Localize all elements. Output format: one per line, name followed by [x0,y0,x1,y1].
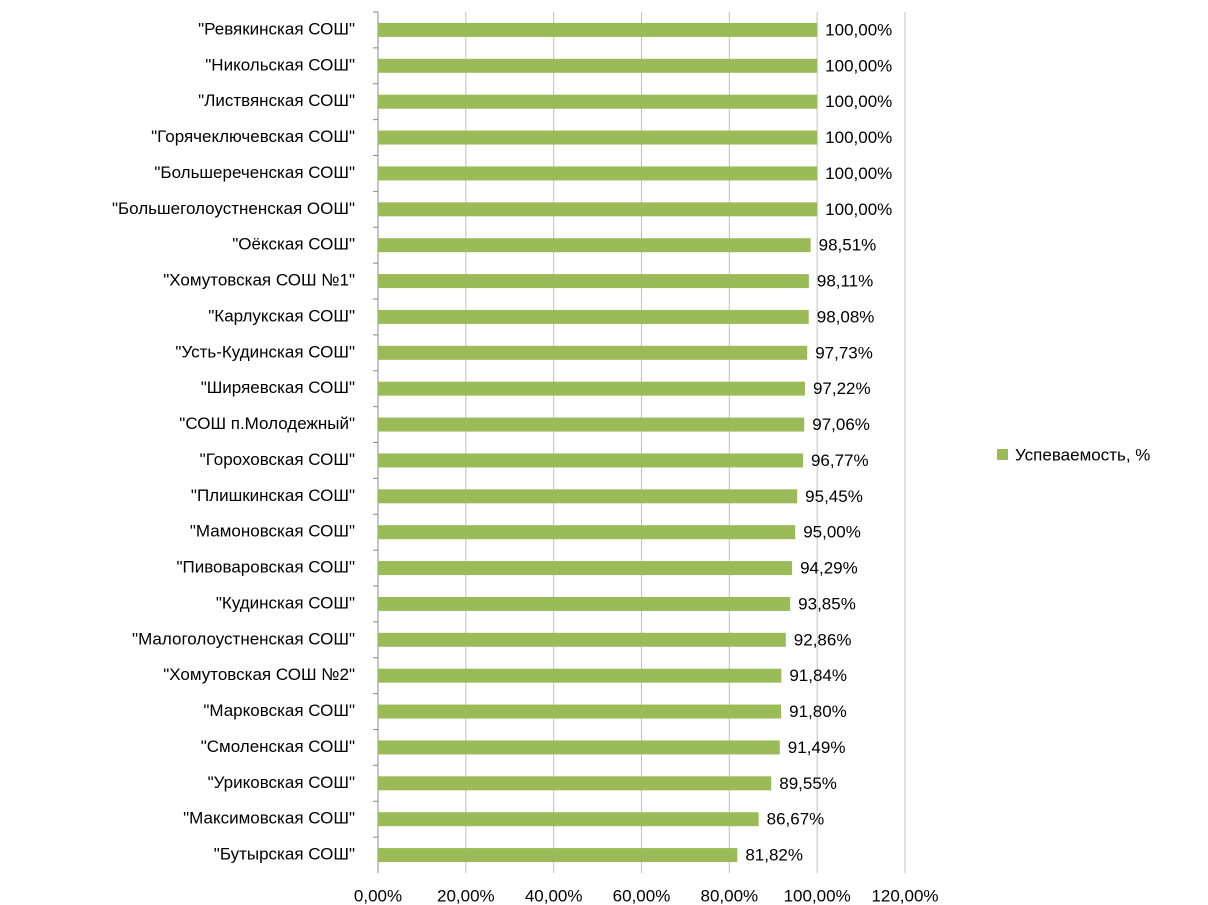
bar [378,632,786,647]
bar [378,58,818,73]
y-tick-label: "Плишкинская СОШ" [191,486,355,505]
y-tick-label: "Пивоваровская СОШ" [176,558,355,577]
data-label: 95,45% [805,487,863,506]
data-label: 97,73% [815,343,873,362]
data-label: 93,85% [798,594,856,613]
bar [378,848,738,863]
x-tick-label: 20,00% [437,886,495,905]
bar [378,489,798,504]
data-label: 94,29% [800,559,858,578]
data-label: 81,82% [745,846,803,865]
y-tick-label: "Оёкская СОШ" [232,235,355,254]
bar [378,776,772,791]
bar [378,704,782,719]
data-label: 91,49% [788,738,846,757]
bar [378,417,805,432]
data-label: 100,00% [825,200,892,219]
data-label: 91,80% [789,702,847,721]
bar [378,94,818,109]
data-label: 100,00% [825,92,892,111]
y-tick-label: "Марковская СОШ" [203,701,355,720]
data-label: 89,55% [779,774,837,793]
bar [378,309,809,324]
bar [378,130,818,145]
bar [378,668,782,683]
bar [378,740,780,755]
y-tick-label: "Бутырская СОШ" [214,845,355,864]
y-tick-label: "Карлукская СОШ" [208,306,355,325]
data-label: 91,84% [789,666,847,685]
x-tick-label: 40,00% [525,886,583,905]
data-label: 97,22% [813,379,871,398]
y-tick-label: "Ширяевская СОШ" [201,378,355,397]
y-tick-label: "Гороховская СОШ" [200,450,355,469]
data-label: 100,00% [825,164,892,183]
y-tick-label: "СОШ п.Молодежный" [179,414,355,433]
y-tick-label: "Максимовская СОШ" [183,809,355,828]
y-tick-label: "Большеголоустненская ООШ" [112,199,355,218]
y-tick-label: "Листвянская СОШ" [198,91,355,110]
y-tick-label: "Горячеключевская СОШ" [151,127,355,146]
data-label: 96,77% [811,451,869,470]
bar [378,453,803,468]
bar [378,525,796,540]
data-label: 86,67% [767,810,825,829]
data-label: 100,00% [825,128,892,147]
data-label: 98,51% [819,236,877,255]
y-tick-label: "Уриковская СОШ" [208,773,355,792]
data-label: 97,06% [812,415,870,434]
y-tick-label: "Смоленская СОШ" [201,737,355,756]
legend-label: Успеваемость, % [1015,445,1150,464]
bar [378,561,793,576]
bar [378,202,818,217]
bar [378,22,818,37]
data-label: 100,00% [825,56,892,75]
data-label: 98,08% [817,307,875,326]
y-tick-label: "Хомутовская СОШ №1" [163,271,355,290]
bar [378,238,811,253]
y-tick-label: "Усть-Кудинская СОШ" [175,342,355,361]
x-tick-label: 80,00% [700,886,758,905]
bar [378,345,808,360]
bar [378,166,818,181]
x-tick-label: 60,00% [613,886,671,905]
x-tick-label: 120,00% [871,886,938,905]
data-label: 98,11% [817,272,873,291]
x-tick-label: 0,00% [354,886,402,905]
y-tick-label: "Кудинская СОШ" [216,593,355,612]
data-label: 95,00% [803,523,861,542]
bar [378,381,805,396]
y-tick-label: "Малоголоустненская СОШ" [132,629,355,648]
y-tick-label: "Никольская СОШ" [205,55,355,74]
bar [378,596,791,611]
x-tick-label: 100,00% [784,886,851,905]
data-label: 92,86% [794,630,852,649]
data-label: 100,00% [825,20,892,39]
y-tick-label: "Мамоновская СОШ" [190,522,355,541]
y-tick-label: "Большереченская СОШ" [154,163,355,182]
y-tick-label: "Ревякинская СОШ" [198,19,355,38]
bar [378,274,809,289]
legend-swatch [997,449,1008,460]
bar [378,812,759,827]
y-tick-label: "Хомутовская СОШ №2" [163,665,355,684]
